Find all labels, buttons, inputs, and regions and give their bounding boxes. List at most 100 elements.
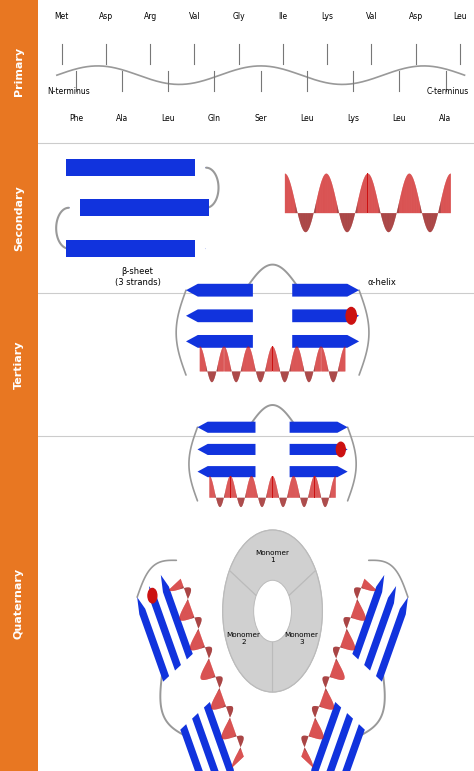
- Polygon shape: [352, 613, 360, 621]
- Polygon shape: [208, 653, 211, 656]
- Polygon shape: [323, 696, 334, 707]
- Polygon shape: [320, 702, 328, 709]
- Polygon shape: [186, 590, 191, 594]
- Polygon shape: [207, 659, 210, 662]
- Polygon shape: [180, 605, 191, 616]
- Polygon shape: [310, 730, 320, 739]
- Polygon shape: [317, 706, 319, 708]
- Polygon shape: [237, 736, 241, 739]
- Polygon shape: [352, 614, 359, 620]
- Polygon shape: [240, 743, 242, 746]
- Polygon shape: [309, 735, 312, 737]
- Polygon shape: [333, 650, 337, 655]
- Polygon shape: [232, 754, 243, 765]
- Polygon shape: [356, 603, 364, 611]
- Polygon shape: [303, 751, 310, 759]
- Polygon shape: [196, 643, 204, 650]
- Polygon shape: [325, 676, 328, 680]
- Polygon shape: [345, 618, 349, 622]
- Polygon shape: [336, 659, 337, 662]
- Polygon shape: [205, 661, 210, 666]
- Polygon shape: [321, 701, 330, 709]
- Polygon shape: [359, 588, 361, 589]
- Polygon shape: [186, 589, 191, 594]
- Polygon shape: [364, 580, 375, 591]
- Polygon shape: [228, 709, 233, 713]
- FancyBboxPatch shape: [0, 293, 38, 436]
- Polygon shape: [181, 611, 192, 621]
- Polygon shape: [222, 723, 232, 732]
- Polygon shape: [313, 724, 323, 734]
- Polygon shape: [356, 600, 359, 603]
- Polygon shape: [220, 704, 225, 709]
- Polygon shape: [228, 707, 233, 712]
- Polygon shape: [332, 669, 344, 680]
- Polygon shape: [310, 731, 319, 739]
- Polygon shape: [211, 695, 222, 706]
- Polygon shape: [180, 586, 183, 589]
- Polygon shape: [312, 709, 317, 713]
- Circle shape: [346, 308, 356, 324]
- Polygon shape: [208, 658, 209, 660]
- Polygon shape: [324, 685, 326, 687]
- Polygon shape: [211, 697, 223, 709]
- Polygon shape: [311, 729, 321, 739]
- Polygon shape: [333, 651, 337, 656]
- Polygon shape: [345, 633, 353, 640]
- Polygon shape: [311, 727, 323, 739]
- Polygon shape: [337, 647, 340, 648]
- Polygon shape: [233, 753, 243, 763]
- Polygon shape: [336, 659, 338, 662]
- Polygon shape: [211, 696, 223, 708]
- Polygon shape: [364, 581, 374, 591]
- Polygon shape: [346, 630, 349, 633]
- Polygon shape: [331, 673, 338, 679]
- Polygon shape: [324, 692, 331, 699]
- Polygon shape: [351, 614, 356, 619]
- Polygon shape: [195, 617, 199, 620]
- Polygon shape: [232, 756, 244, 767]
- Polygon shape: [354, 590, 359, 594]
- Polygon shape: [196, 618, 201, 623]
- Polygon shape: [344, 618, 349, 622]
- Polygon shape: [197, 643, 204, 650]
- Polygon shape: [218, 678, 223, 683]
- Polygon shape: [310, 733, 314, 738]
- Polygon shape: [322, 698, 334, 709]
- Polygon shape: [315, 706, 319, 709]
- Polygon shape: [185, 601, 189, 604]
- Polygon shape: [323, 680, 327, 685]
- Polygon shape: [222, 728, 234, 739]
- Polygon shape: [224, 722, 231, 729]
- Polygon shape: [355, 594, 358, 597]
- Polygon shape: [205, 647, 207, 648]
- Polygon shape: [313, 714, 316, 716]
- Polygon shape: [312, 709, 317, 714]
- Polygon shape: [355, 604, 365, 614]
- Polygon shape: [181, 610, 192, 621]
- Polygon shape: [344, 637, 355, 648]
- Polygon shape: [191, 634, 201, 642]
- Polygon shape: [354, 588, 359, 594]
- Polygon shape: [344, 618, 349, 623]
- Polygon shape: [302, 752, 312, 762]
- Polygon shape: [337, 647, 339, 649]
- Polygon shape: [227, 732, 235, 739]
- Polygon shape: [239, 739, 244, 744]
- Polygon shape: [201, 667, 212, 678]
- Polygon shape: [196, 618, 201, 622]
- Polygon shape: [334, 663, 343, 672]
- Text: Quaternary: Quaternary: [14, 567, 24, 639]
- Polygon shape: [302, 754, 313, 764]
- Text: Monomer
2: Monomer 2: [227, 631, 261, 645]
- Polygon shape: [190, 615, 194, 619]
- Polygon shape: [311, 728, 323, 739]
- Polygon shape: [344, 618, 348, 624]
- Polygon shape: [301, 756, 313, 767]
- Polygon shape: [364, 579, 376, 591]
- Polygon shape: [197, 618, 201, 624]
- Polygon shape: [325, 689, 328, 692]
- Polygon shape: [208, 651, 212, 656]
- Polygon shape: [333, 651, 337, 655]
- Polygon shape: [191, 634, 201, 643]
